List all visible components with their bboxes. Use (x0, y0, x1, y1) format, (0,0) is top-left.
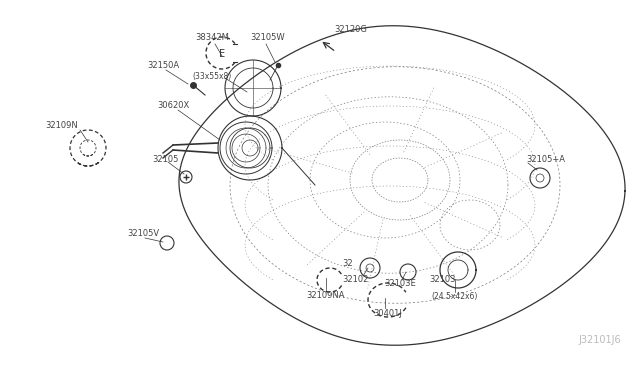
Text: 32105V: 32105V (127, 228, 159, 237)
Text: (33x55x8): (33x55x8) (193, 71, 232, 80)
Text: 32150A: 32150A (147, 61, 179, 71)
Text: 32102: 32102 (342, 276, 368, 285)
Text: 32103E: 32103E (384, 279, 416, 289)
Text: 32105W: 32105W (251, 33, 285, 42)
Text: 30401J: 30401J (374, 310, 403, 318)
Text: 32120G: 32120G (334, 26, 367, 35)
Text: 32109NA: 32109NA (307, 291, 345, 299)
Text: 30620X: 30620X (157, 102, 189, 110)
Text: J32101J6: J32101J6 (579, 335, 621, 345)
Text: 32109N: 32109N (45, 122, 78, 131)
Text: E: E (219, 49, 225, 59)
Text: 32105: 32105 (152, 155, 178, 164)
Text: 32105+A: 32105+A (526, 155, 565, 164)
Text: 32: 32 (342, 260, 353, 269)
Text: (24.5x42x6): (24.5x42x6) (432, 292, 478, 301)
Text: 32103: 32103 (429, 276, 456, 285)
Text: 38342M: 38342M (195, 33, 229, 42)
